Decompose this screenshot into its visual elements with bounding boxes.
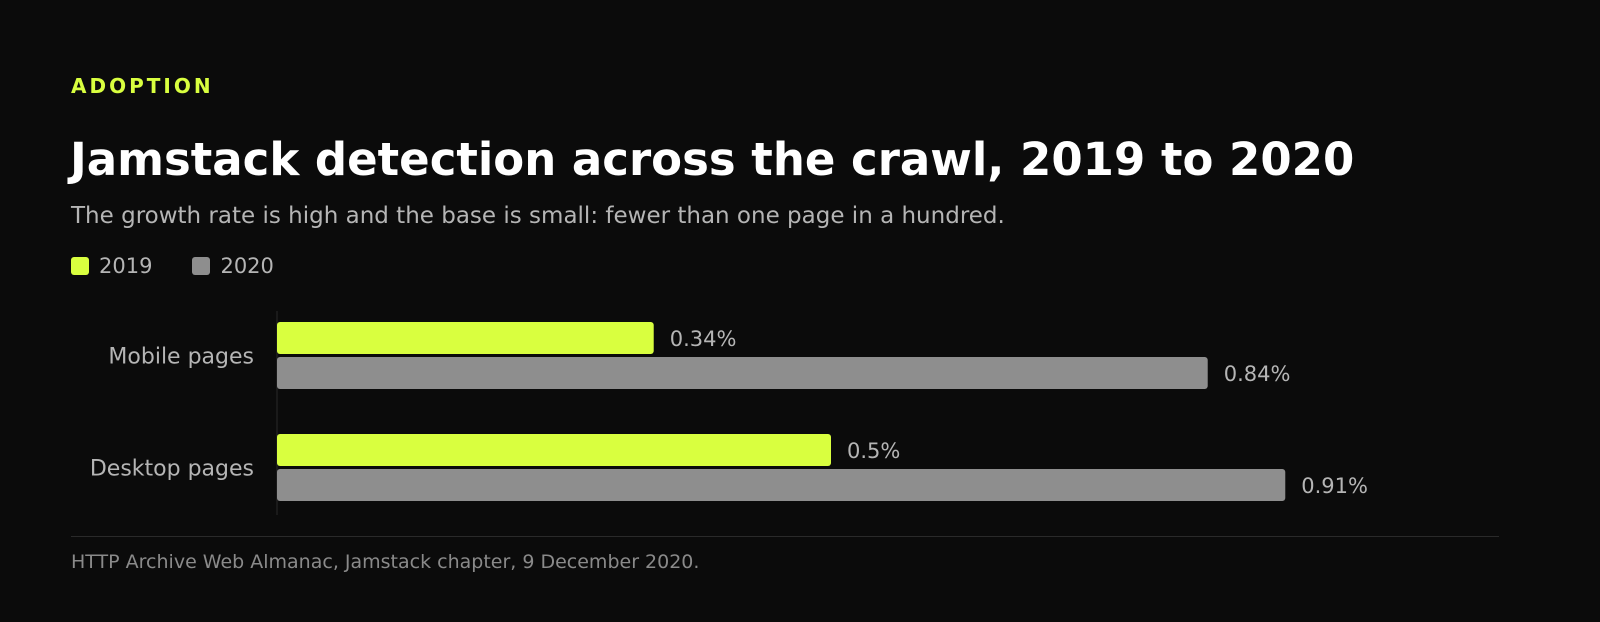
section-eyebrow: ADOPTION xyxy=(71,74,214,98)
source-note: HTTP Archive Web Almanac, Jamstack chapt… xyxy=(71,551,700,573)
category-label: Mobile pages xyxy=(108,345,254,370)
bar-value-label: 0.91% xyxy=(1301,474,1368,498)
footer-divider xyxy=(71,536,1499,537)
bar-2020-1 xyxy=(277,469,1286,501)
bar-value-label: 0.84% xyxy=(1224,362,1291,386)
legend-label-2020: 2020 xyxy=(220,254,274,278)
chart-subtitle: The growth rate is high and the base is … xyxy=(71,203,1005,229)
chart-title: Jamstack detection across the crawl, 201… xyxy=(70,133,1355,186)
category-label: Desktop pages xyxy=(90,457,254,482)
chart-legend: 2019 2020 xyxy=(71,254,314,278)
legend-swatch-2019 xyxy=(71,257,89,275)
bar-value-label: 0.5% xyxy=(847,439,900,463)
bar-2019-0 xyxy=(277,322,654,354)
bar-2020-0 xyxy=(277,357,1208,389)
bar-2019-1 xyxy=(277,434,831,466)
legend-item-2020: 2020 xyxy=(192,254,274,278)
bar-value-label: 0.34% xyxy=(670,327,737,351)
legend-swatch-2020 xyxy=(192,257,211,275)
legend-label-2019: 2019 xyxy=(99,254,153,278)
legend-item-2019: 2019 xyxy=(71,254,152,278)
